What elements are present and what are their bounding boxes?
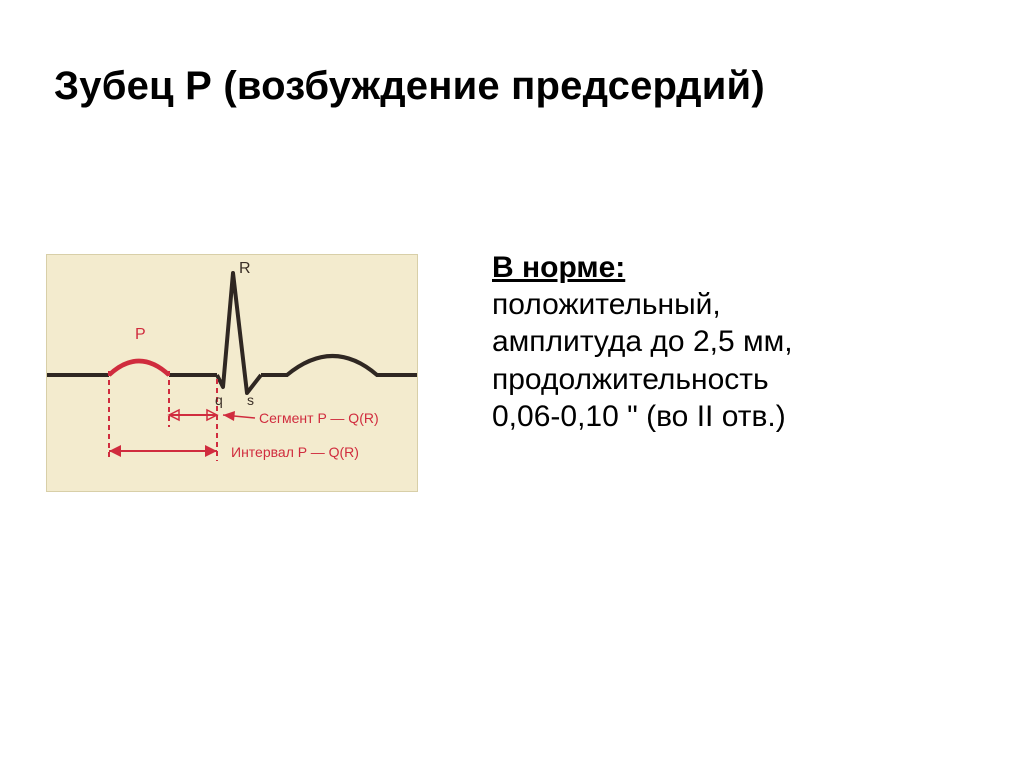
- label-segment: Сегмент P — Q(R): [259, 410, 379, 426]
- label-R: R: [239, 260, 251, 277]
- label-q: q: [215, 392, 223, 408]
- norm-line-4: 0,06-0,10 " (во II отв.): [492, 398, 992, 435]
- norm-text-block: В норме: положительный, амплитуда до 2,5…: [492, 249, 992, 435]
- slide-title: Зубец Р (возбуждение предсердий): [54, 64, 765, 109]
- label-P: P: [135, 326, 146, 343]
- ecg-diagram: P R q s Сегмент P — Q(R) Интервал P — Q(…: [46, 254, 418, 492]
- interval-arrow-head-right: [205, 445, 217, 457]
- norm-line-2: амплитуда до 2,5 мм,: [492, 323, 992, 360]
- norm-line-1: положительный,: [492, 286, 992, 323]
- ecg-t-wave: [261, 356, 417, 375]
- interval-arrow-head-left: [109, 445, 121, 457]
- ecg-qrs: [217, 273, 261, 393]
- segment-pointer-head: [223, 411, 235, 421]
- label-s: s: [247, 392, 254, 408]
- ecg-p-wave: [109, 361, 169, 375]
- norm-line-3: продолжительность: [492, 361, 992, 398]
- norm-header: В норме:: [492, 249, 992, 286]
- label-interval: Интервал P — Q(R): [231, 444, 359, 460]
